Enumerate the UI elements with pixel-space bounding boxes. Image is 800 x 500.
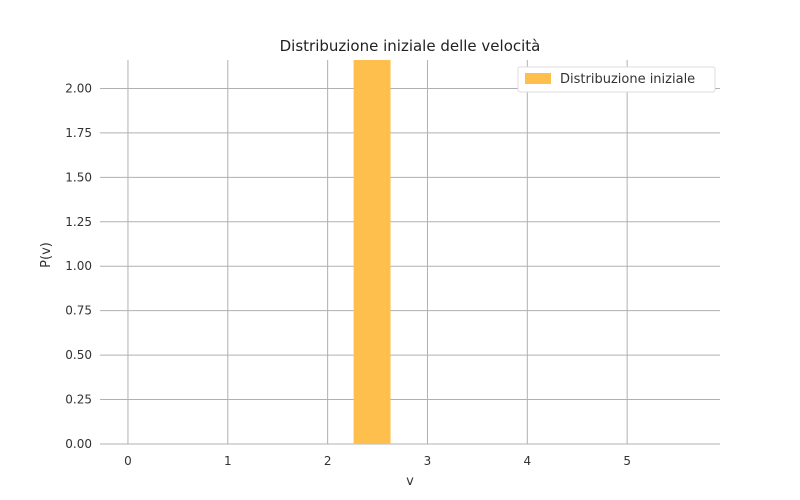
y-tick-label: 1.75: [65, 126, 92, 140]
x-tick-label: 0: [124, 454, 132, 468]
legend-swatch: [525, 73, 551, 84]
y-tick-label: 0.00: [65, 437, 92, 451]
y-tick-label: 1.00: [65, 259, 92, 273]
bar: [353, 60, 391, 444]
legend-box: [517, 66, 716, 93]
y-tick-label: 2.00: [65, 81, 92, 95]
y-gridlines: [100, 87, 720, 445]
x-tick-labels: 0 1 2 3 4 5: [124, 454, 631, 468]
legend: Distribuzione iniziale: [517, 66, 716, 93]
y-tick-labels: 0.00 0.25 0.50 0.75 1.00 1.25 1.50 1.75 2.00: [65, 81, 92, 451]
x-tick-label: 3: [424, 454, 432, 468]
x-tick-label: 5: [623, 454, 631, 468]
y-tick-label: 0.50: [65, 348, 92, 362]
bars: [353, 60, 391, 444]
y-axis-label: P(v): [39, 242, 54, 268]
x-axis-label: v: [406, 474, 414, 489]
x-tick-label: 2: [324, 454, 332, 468]
legend-label: Distribuzione iniziale: [560, 72, 695, 87]
y-tick-label: 1.25: [65, 215, 92, 229]
x-gridlines: [127, 60, 628, 444]
x-tick-label: 1: [224, 454, 232, 468]
y-tick-label: 0.25: [65, 393, 92, 407]
y-tick-label: 0.75: [65, 304, 92, 318]
y-tick-label: 1.50: [65, 170, 92, 184]
x-tick-label: 4: [523, 454, 531, 468]
chart-title: Distribuzione iniziale delle velocità: [280, 37, 541, 55]
